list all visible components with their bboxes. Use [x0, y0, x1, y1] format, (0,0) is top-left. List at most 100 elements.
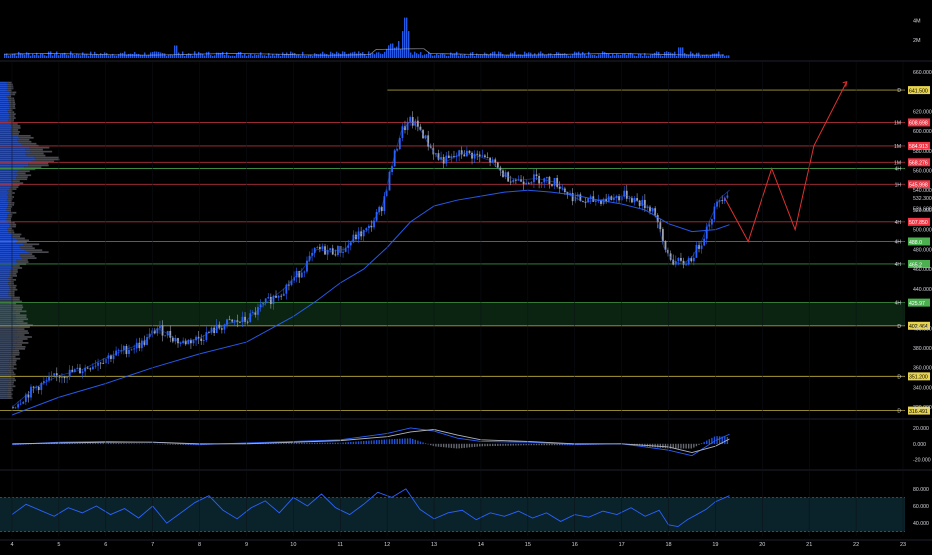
- volume-bar: [120, 53, 121, 58]
- volume-bar: [392, 43, 393, 58]
- macd-histogram-bar: [719, 436, 720, 444]
- volume-bar: [550, 53, 551, 58]
- level-timeframe: D: [897, 374, 901, 380]
- candle-body: [443, 157, 445, 164]
- volume-profile-bar: [0, 178, 16, 180]
- volume-bar: [122, 53, 123, 58]
- volume-profile-bar: [0, 101, 9, 103]
- volume-bar: [580, 54, 581, 58]
- candle-body: [512, 180, 514, 182]
- volume-profile-bar: [8, 281, 14, 283]
- candle-body: [448, 156, 450, 158]
- volume-profile-bar: [0, 368, 10, 370]
- volume-bar: [668, 52, 669, 58]
- volume-bar: [42, 54, 43, 58]
- macd-histogram-bar: [657, 444, 658, 448]
- candle-body: [239, 322, 241, 323]
- volume-bar: [444, 54, 445, 58]
- volume-bar: [334, 54, 335, 58]
- volume-bar: [100, 53, 101, 58]
- candle-body: [20, 404, 22, 405]
- volume-profile-bar: [17, 318, 29, 320]
- volume-bar: [230, 56, 231, 58]
- volume-profile-bar: [9, 113, 15, 115]
- macd-histogram-bar: [95, 443, 96, 444]
- volume-bar: [50, 51, 51, 58]
- macd-histogram-bar: [448, 444, 449, 448]
- volume-bar: [590, 54, 591, 58]
- volume-bar: [714, 54, 715, 58]
- volume-bar: [40, 53, 41, 58]
- macd-histogram-bar: [350, 442, 351, 444]
- x-axis-label: 19: [712, 542, 718, 548]
- price-axis-label: 560.000: [913, 168, 932, 174]
- volume-profile-bar: [0, 307, 14, 309]
- macd-histogram-bar: [458, 444, 459, 449]
- x-axis-label: 8: [198, 542, 201, 548]
- macd-histogram-bar: [136, 443, 137, 444]
- volume-profile-bar: [0, 147, 29, 149]
- volume-bar: [574, 52, 575, 58]
- x-axis-label: 23: [900, 542, 906, 548]
- candle-body: [77, 368, 79, 369]
- candle-body: [123, 346, 125, 350]
- volume-bar: [314, 53, 315, 58]
- volume-profile-bar: [0, 143, 21, 145]
- volume-profile-bar: [14, 328, 24, 330]
- volume-profile-bar: [0, 249, 25, 251]
- level-timeframe: 4H: [895, 262, 902, 268]
- volume-profile-bar: [6, 210, 11, 212]
- candle-body: [644, 200, 646, 208]
- volume-profile-bar: [0, 224, 10, 226]
- volume-profile-bar: [0, 348, 15, 350]
- volume-bar: [202, 54, 203, 58]
- volume-profile-bar: [0, 125, 12, 127]
- volume-bar: [638, 54, 639, 58]
- x-axis-label: 14: [478, 542, 484, 548]
- volume-profile-bar: [0, 157, 35, 159]
- candle-body: [487, 157, 489, 158]
- volume-profile-bar: [9, 362, 16, 364]
- volume-profile-bar: [0, 135, 18, 137]
- level-price-label: 641.500: [909, 88, 928, 94]
- volume-profile-bar: [0, 261, 17, 263]
- candle-body: [303, 272, 305, 273]
- macd-histogram-bar: [513, 444, 514, 446]
- volume-profile-bar: [0, 387, 7, 389]
- volume-bar: [382, 54, 383, 58]
- volume-bar: [452, 54, 453, 58]
- volume-bar: [210, 55, 211, 58]
- volume-bar: [286, 53, 287, 58]
- candle-body: [262, 303, 264, 304]
- volume-bar: [442, 54, 443, 58]
- macd-histogram-bar: [319, 443, 320, 444]
- candle-body: [469, 151, 471, 153]
- volume-bar: [262, 55, 263, 58]
- volume-bar: [598, 54, 599, 58]
- macd-histogram-bar: [446, 444, 447, 448]
- candle-body: [200, 339, 202, 341]
- volume-profile-bar: [0, 297, 12, 299]
- volume-profile-bar: [23, 243, 39, 245]
- price-axis-label: 480.000: [913, 247, 932, 253]
- volume-profile-bar: [0, 192, 9, 194]
- volume-bar: [406, 18, 407, 58]
- macd-histogram-bar: [384, 440, 385, 445]
- volume-profile-bar: [7, 200, 12, 202]
- volume-profile-bar: [0, 380, 9, 382]
- candle-body: [133, 348, 135, 349]
- volume-profile-bar: [0, 200, 7, 202]
- volume-profile-bar: [14, 307, 24, 309]
- candle-body: [662, 229, 664, 241]
- volume-bar: [316, 54, 317, 58]
- volume-bar: [80, 55, 81, 58]
- candle-body: [726, 195, 728, 197]
- volume-profile-bar: [9, 226, 16, 228]
- macd-histogram-bar: [435, 444, 436, 447]
- macd-histogram-bar: [417, 441, 418, 444]
- volume-bar: [98, 55, 99, 58]
- macd-histogram-bar: [693, 444, 694, 448]
- volume-bar: [536, 55, 537, 58]
- volume-bar: [458, 56, 459, 58]
